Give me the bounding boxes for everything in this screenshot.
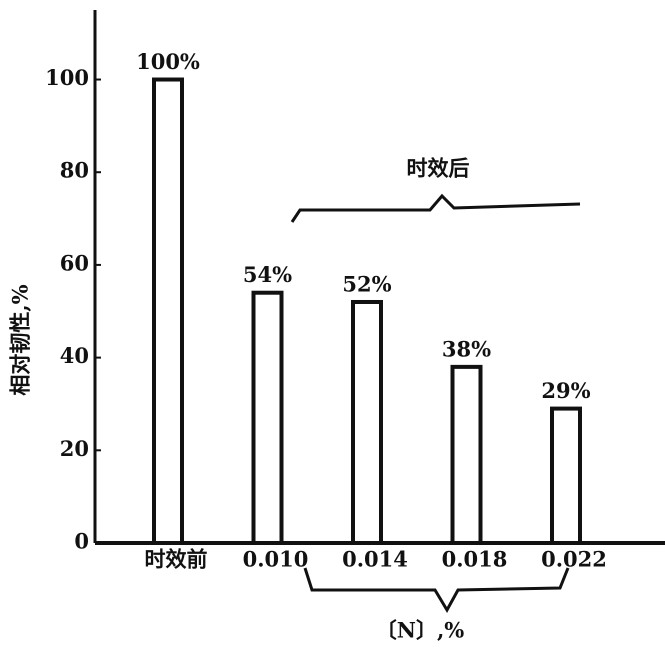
bar [450,364,483,545]
x-tick-label: 0.010 [243,547,309,572]
x-tick-label: 时效前 [145,547,208,572]
y-tick-label: 100 [45,65,89,90]
y-tick-label: 20 [60,436,89,461]
value-label: 38% [442,336,491,361]
bar [351,299,383,545]
x-tick-label: 0.014 [342,547,408,572]
bar [152,77,184,546]
bar [251,290,284,545]
brace-bottom [303,567,570,614]
value-label: 52% [342,271,391,296]
y-axis-label: 相对韧性,% [8,284,33,395]
annotation: 时效后 [407,156,470,181]
y-tick-label: 0 [74,529,89,554]
y-tick-label: 40 [60,343,89,368]
x-tick-label: 0.018 [442,547,508,572]
bar [550,406,582,545]
brace-top [290,193,581,223]
y-tick-label: 60 [60,250,89,275]
value-label: 54% [243,262,292,287]
x-axis-label: 〔N〕,% [376,618,465,643]
value-label: 100% [136,49,200,74]
x-tick-label: 0.022 [541,547,607,572]
value-label: 29% [541,378,590,403]
y-tick-label: 80 [60,158,89,183]
